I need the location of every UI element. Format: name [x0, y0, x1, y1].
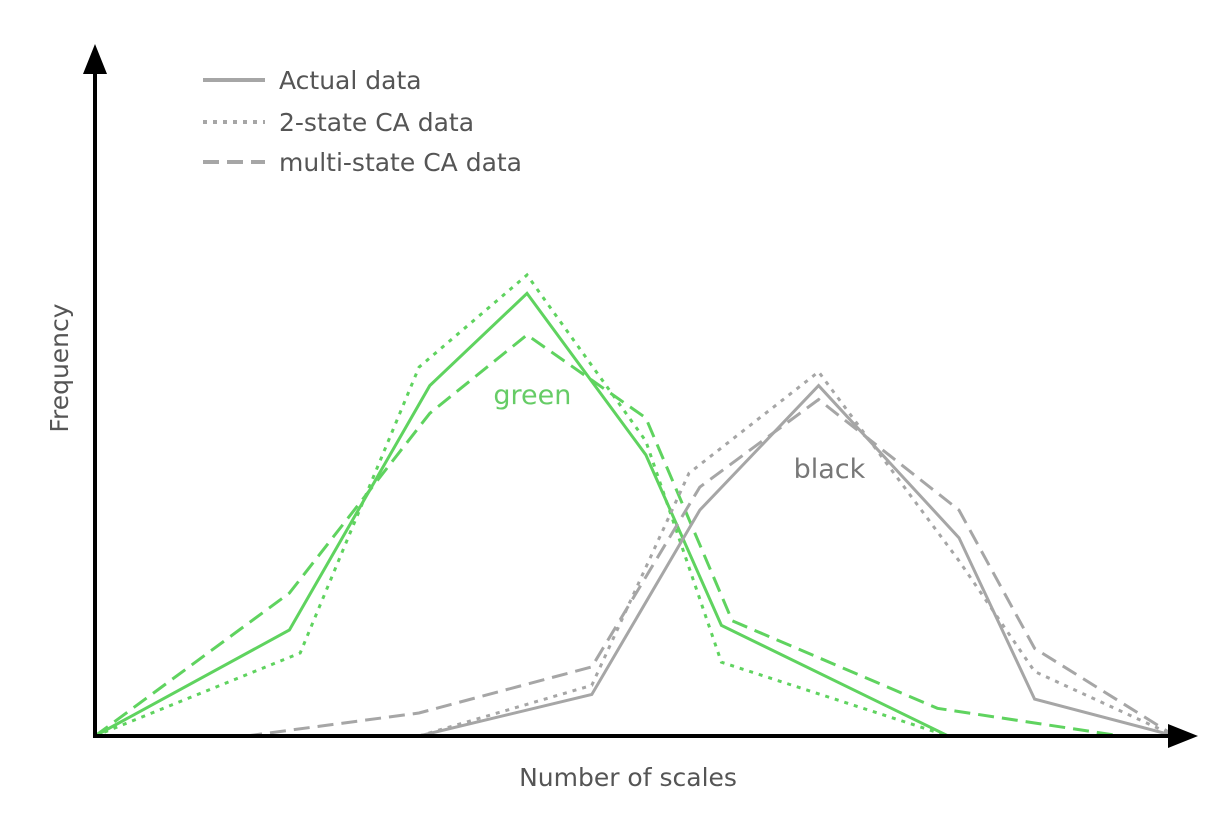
legend-label-actual: Actual data	[279, 66, 422, 95]
series-line-green-solid	[94, 291, 949, 738]
series-label-black: black	[794, 454, 866, 485]
series-line-black-dashed	[246, 397, 1176, 738]
x-axis-label: Number of scales	[519, 763, 737, 792]
series-label-green: green	[493, 380, 571, 411]
series-line-black-dotted	[418, 369, 1176, 738]
legend-label-multistate: multi-state CA data	[279, 148, 522, 177]
series-line-green-dotted	[94, 272, 949, 738]
series-line-black-solid	[418, 383, 1176, 738]
x-axis-arrow	[1168, 724, 1198, 748]
y-axis-arrow	[83, 44, 107, 74]
series-line-green-dashed	[94, 333, 1122, 738]
plot-lines	[94, 272, 1176, 738]
y-axis-label: Frequency	[45, 303, 74, 432]
legend: Actual data 2-state CA data multi-state …	[203, 66, 522, 177]
legend-label-2state: 2-state CA data	[279, 108, 474, 137]
